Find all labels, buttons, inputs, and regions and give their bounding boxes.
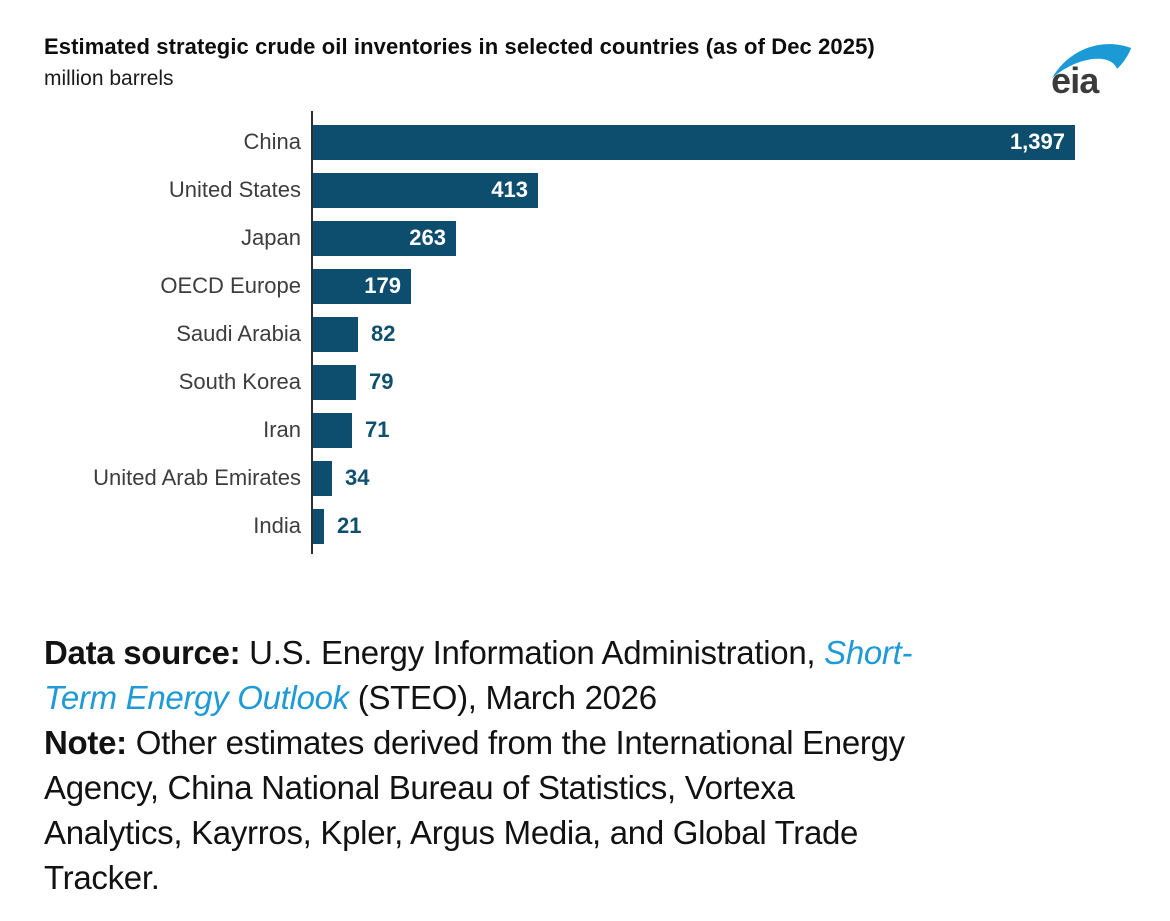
bar-row: Saudi Arabia 82 <box>0 310 1135 358</box>
bar: 1,397 <box>313 124 1075 160</box>
bar-category-label: China <box>243 129 301 154</box>
bar <box>313 364 356 400</box>
bar: 179 <box>313 268 411 304</box>
bar <box>313 412 352 448</box>
footer-line: Term Energy Outlook (STEO), March 2026 <box>44 675 1135 720</box>
footer-text: Analytics, Kayrros, Kpler, Argus Media, … <box>44 814 859 851</box>
footer-line: Data source: U.S. Energy Information Adm… <box>44 630 1135 675</box>
bar-area: 413 <box>313 172 1135 208</box>
bar-chart: China 1,397 United States 413 Japan 263 OECD E… <box>0 111 1135 554</box>
bar-row: Japan 263 <box>0 214 1135 262</box>
bar <box>313 460 332 496</box>
bar-area: 21 <box>313 508 1135 544</box>
bar-value-label: 82 <box>371 321 396 346</box>
bar-area: 34 <box>313 460 1135 496</box>
footer-text: Other estimates derived from the Interna… <box>126 724 905 761</box>
bar-value-label: 413 <box>491 177 528 202</box>
bar-row: Iran 71 <box>0 406 1135 454</box>
bar-area: 1,397 <box>313 124 1135 160</box>
bar-value-label: 71 <box>365 417 390 442</box>
bar: 263 <box>313 220 456 256</box>
bar-category-label: United States <box>168 177 301 202</box>
bar-row: United Arab Emirates 34 <box>0 454 1135 502</box>
bar-rows: China 1,397 United States 413 Japan 263 OECD E… <box>0 111 1135 554</box>
bar-value-label: 21 <box>337 513 362 538</box>
bar-value-label: 34 <box>345 465 370 490</box>
footer-text: Tracker. <box>44 859 160 896</box>
bar-area: 179 <box>313 268 1135 304</box>
bar-area: 79 <box>313 364 1135 400</box>
bar <box>313 508 324 544</box>
footer-notes: Data source: U.S. Energy Information Adm… <box>44 630 1135 900</box>
footer-line: Analytics, Kayrros, Kpler, Argus Media, … <box>44 810 1135 855</box>
footer-line: Tracker. <box>44 855 1135 900</box>
bar-value-label: 79 <box>369 369 394 394</box>
footer-text: U.S. Energy Information Administration, <box>240 634 825 671</box>
bar-category-label: India <box>253 513 301 538</box>
bar-value-label: 263 <box>409 225 446 250</box>
footer-label-bold: Data source: <box>44 634 241 671</box>
bar-category-label: South Korea <box>178 369 301 394</box>
bar-row: United States 413 <box>0 166 1135 214</box>
page: Estimated strategic crude oil inventorie… <box>0 34 1135 900</box>
footer-line: Note: Other estimates derived from the I… <box>44 720 1135 765</box>
bar-category-label: Saudi Arabia <box>176 321 301 346</box>
bar-row: China 1,397 <box>0 118 1135 166</box>
bar-area: 263 <box>313 220 1135 256</box>
chart-unit-label: million barrels <box>44 67 174 90</box>
bar-category-label: Japan <box>241 225 301 250</box>
y-axis-line <box>311 111 313 554</box>
steo-link[interactable]: Term Energy Outlook <box>44 679 349 716</box>
bar-row: South Korea 79 <box>0 358 1135 406</box>
page-title: Estimated strategic crude oil inventorie… <box>44 34 875 59</box>
logo-swoosh-icon <box>1052 44 1132 78</box>
steo-link[interactable]: Short- <box>824 634 913 671</box>
bar-category-label: United Arab Emirates <box>93 465 301 490</box>
footer-text: Agency, China National Bureau of Statist… <box>44 769 795 806</box>
footer-text: (STEO), March 2026 <box>348 679 657 716</box>
bar-category-label: OECD Europe <box>160 273 301 298</box>
bar-row: India 21 <box>0 502 1135 550</box>
bar <box>313 316 358 352</box>
logo-text: eia <box>1051 61 1100 98</box>
bar-row: OECD Europe 179 <box>0 262 1135 310</box>
eia-logo: eia <box>1051 44 1132 98</box>
bar: 413 <box>313 172 538 208</box>
bar-value-label: 179 <box>364 273 401 298</box>
footer-line: Agency, China National Bureau of Statist… <box>44 765 1135 810</box>
bar-value-label: 1,397 <box>1009 129 1065 154</box>
bar-area: 82 <box>313 316 1135 352</box>
footer-label-bold: Note: <box>44 724 127 761</box>
bar-area: 71 <box>313 412 1135 448</box>
bar-category-label: Iran <box>263 417 301 442</box>
